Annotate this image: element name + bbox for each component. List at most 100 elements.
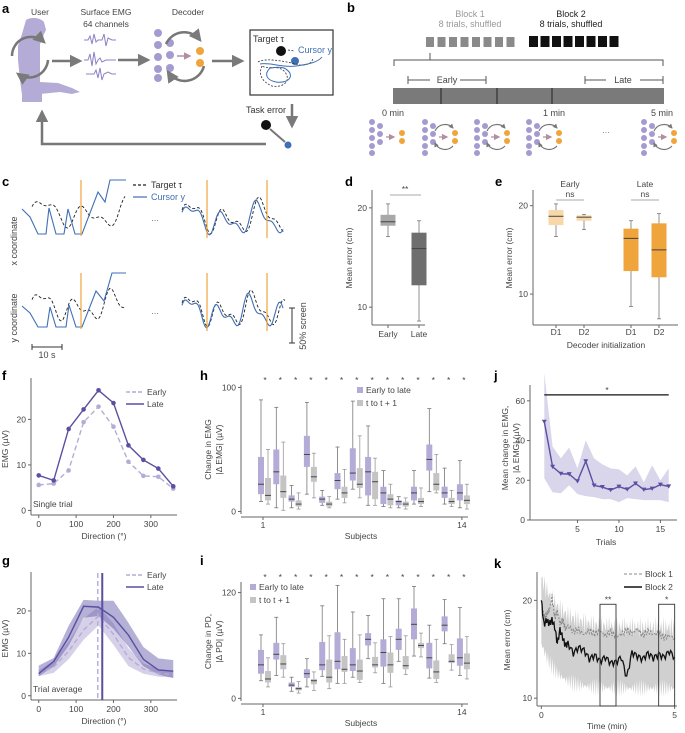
x-tick-label: 1 [261, 707, 266, 717]
input-node [422, 135, 428, 141]
box-early-to-late-box [334, 632, 341, 670]
y-tick-label: 0 [231, 693, 236, 703]
x-tick-label: 5 [672, 710, 677, 720]
significance-marker: * [340, 572, 344, 582]
box-t-to-t1-box [341, 486, 348, 498]
error-cursor-dot-icon [284, 141, 292, 149]
output-node [452, 130, 458, 136]
significance-marker: * [325, 375, 329, 385]
decoder-state-icon [474, 119, 510, 156]
box-early-d2-box [576, 215, 592, 221]
time-label-1: 1 min [543, 108, 565, 118]
box-early-to-late-box [380, 486, 387, 505]
panel-label-b: b [347, 0, 355, 15]
input-node [430, 123, 436, 129]
box-t-to-t1-box [402, 656, 409, 670]
data-point-early [36, 482, 42, 488]
box-t-to-t1-box [265, 671, 271, 683]
significance-marker: * [462, 375, 466, 385]
data-point [649, 486, 655, 491]
panel-label-f: f [2, 368, 7, 383]
legend-label-early: Early [147, 570, 167, 580]
target-trace [31, 287, 126, 322]
y-axis-label: Mean error (cm) [504, 227, 514, 288]
update-arrow [486, 123, 506, 132]
block2-subtitle: 8 trials, shuffled [540, 19, 603, 29]
timeline-ellipsis: ... [602, 125, 610, 135]
block1-trial [483, 37, 492, 47]
y-tick-label: 20 [358, 203, 368, 213]
input-node [474, 143, 480, 149]
panel-label-k: k [494, 556, 502, 571]
chart-d: 10 20 Early Late Mean error (cm) ** [344, 184, 428, 339]
significance-marker: * [370, 375, 374, 385]
group-label: Late [637, 179, 654, 189]
y-tick-label: 0 [21, 505, 26, 515]
block1-trial [437, 37, 446, 47]
box-early-to-late-box [456, 638, 463, 666]
box-t-to-t1-box [265, 478, 271, 501]
significance-marker: ** [402, 184, 409, 194]
data-point-early [51, 481, 56, 486]
data-point [624, 487, 630, 492]
block2-trial [609, 36, 619, 47]
significance-marker: * [386, 375, 390, 385]
chart-e: 10 20 D1 D2 D1 D2 Decoder initialization Mean e… [504, 179, 678, 350]
error-target-dot-icon [261, 120, 271, 130]
y-axis-label: Mean error (cm) [344, 227, 354, 288]
decoder-state-icon [369, 119, 405, 156]
data-point [599, 485, 605, 490]
early-bracket [407, 76, 487, 84]
decoder-state-icon [422, 119, 458, 156]
input-node [474, 119, 480, 125]
box-early-to-late-box [288, 495, 295, 502]
input-node [526, 119, 532, 125]
box-t-to-t1-box [433, 473, 440, 491]
input-node [474, 127, 480, 133]
x-tick-label: 14 [457, 520, 467, 530]
significance-marker: * [605, 385, 609, 395]
box-early-to-late-box [319, 641, 326, 671]
series-line-early [38, 614, 174, 676]
box-t-to-t1-box [387, 494, 394, 506]
x-axis-label: Subjects [345, 718, 378, 728]
block1-title: Block 1 [455, 9, 485, 19]
box-t-to-t1-box [448, 497, 455, 505]
data-point-late [111, 400, 116, 406]
y-axis-label: Mean error (cm) [502, 609, 512, 670]
box-t-to-t1-box [372, 471, 379, 500]
input-node [369, 135, 375, 141]
session-timeline-bar [393, 88, 664, 104]
block2-trial [540, 36, 550, 47]
box-t-to-t1-box [372, 656, 379, 668]
data-point [541, 419, 547, 424]
input-node [422, 127, 428, 133]
legend-label-late: Late [147, 399, 164, 409]
box-t-to-t1-box [356, 659, 363, 680]
significance-marker: * [294, 572, 298, 582]
update-arrow [538, 123, 558, 132]
late-bracket [584, 76, 664, 84]
x-tick-label: 1 [261, 520, 266, 530]
significance-marker: * [447, 572, 451, 582]
series-line-mean [543, 421, 669, 491]
trajectory-traces [21, 179, 286, 331]
box-late-box [411, 232, 427, 286]
cursor-label: Cursor y [298, 45, 333, 55]
x-tick-label: D2 [579, 327, 590, 337]
input-node [534, 131, 540, 137]
input-node [482, 131, 488, 137]
update-arrow [653, 123, 673, 132]
block1-trial [472, 37, 480, 47]
x-axis-label: Subjects [345, 531, 378, 541]
input-node [377, 139, 383, 145]
block1-subtitle: 8 trials, shuffled [439, 19, 502, 29]
annotation-label: Single trial [33, 499, 73, 509]
output-node [556, 130, 562, 136]
y-tick-label: 0 [21, 691, 26, 701]
y-tick-label: 10 [358, 302, 368, 312]
data-point-late [36, 473, 42, 478]
late-label: Late [614, 75, 632, 85]
box-early-to-late-box [456, 484, 463, 501]
confidence-band-late [38, 599, 174, 678]
